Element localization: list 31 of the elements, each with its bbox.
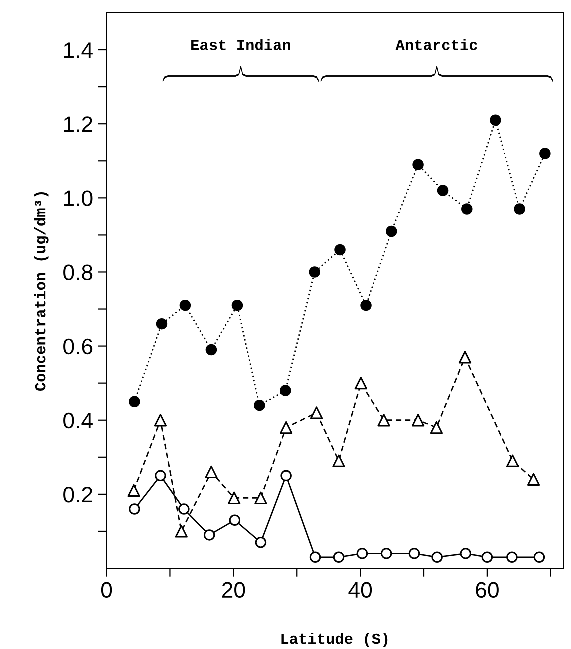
y-tick-label: 0.2 [64,486,92,503]
point [280,421,293,434]
y-tick-label: 0.4 [64,412,93,429]
annotation: East Indian [192,39,290,50]
point [354,377,368,390]
point [378,414,390,427]
point [228,492,241,504]
x-tick-label: 20 [222,582,246,598]
point [254,492,268,504]
point [430,421,444,434]
x-tick-label: 40 [348,582,372,598]
point [128,484,140,498]
point [175,525,188,538]
y-tick-label: 1.2 [64,116,92,132]
point [412,414,425,427]
y-tick-label: 0.6 [64,338,93,355]
y-tick-label: 1.0 [64,190,93,206]
y-axis-title: Concentration (ug/dm³) [34,192,49,392]
point [332,454,346,468]
point [205,466,218,479]
point [527,473,540,486]
annotation: Antarctic [396,39,478,50]
y-tick-label: 1.4 [64,42,93,58]
y-tick-label: 0.8 [64,264,93,281]
point [154,414,168,427]
x-axis-title: Latitude (S) [282,632,388,648]
point [506,454,520,468]
point [310,406,324,420]
x-tick-label: 0 [101,582,112,598]
x-tick-label: 60 [476,582,499,598]
point [458,351,472,364]
